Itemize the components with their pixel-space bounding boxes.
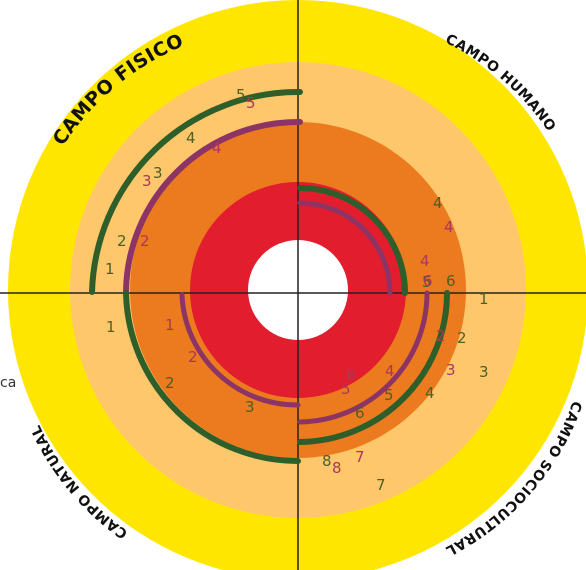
green-arc-humano bbox=[297, 185, 408, 296]
number-label: 7 bbox=[376, 476, 386, 494]
number-label: 4 bbox=[433, 194, 443, 212]
number-label: 3 bbox=[479, 363, 489, 381]
number-label: 1 bbox=[165, 316, 175, 334]
number-label: 4 bbox=[425, 384, 435, 402]
number-label: 2 bbox=[117, 232, 127, 250]
number-label: 1 bbox=[105, 260, 115, 278]
green-arc-sociocultural bbox=[297, 290, 450, 445]
number-label: 2 bbox=[436, 327, 446, 345]
number-label: 8 bbox=[322, 452, 332, 470]
number-label: 5 bbox=[422, 273, 432, 291]
number-label: 4 bbox=[212, 139, 222, 157]
number-label: 3 bbox=[446, 361, 456, 379]
number-label: 3 bbox=[142, 172, 152, 190]
number-label: 8 bbox=[332, 459, 342, 477]
number-label: 4 bbox=[385, 362, 395, 380]
number-label: 6 bbox=[423, 272, 433, 290]
purple-arc-fisico bbox=[123, 118, 303, 295]
number-label: 1 bbox=[479, 290, 489, 308]
edge-text-fragment: ca bbox=[0, 375, 16, 391]
number-label: 4 bbox=[186, 129, 196, 147]
number-label: 5 bbox=[384, 386, 394, 404]
number-label: 6 bbox=[446, 272, 456, 290]
green-arc-fisico bbox=[89, 88, 303, 295]
number-label: 2 bbox=[165, 374, 175, 392]
purple-arc-natural bbox=[179, 292, 301, 408]
number-label: 5 bbox=[341, 380, 351, 398]
number-label: 6 bbox=[355, 404, 365, 422]
number-label: 4 bbox=[420, 252, 430, 270]
number-label: 6 bbox=[346, 366, 356, 384]
number-label: 5 bbox=[236, 86, 246, 104]
number-label: 7 bbox=[355, 448, 365, 466]
purple-arc-sociocultural bbox=[297, 290, 430, 425]
number-label: 4 bbox=[444, 218, 454, 236]
number-label: 5 bbox=[246, 94, 256, 112]
number-label: 2 bbox=[457, 329, 467, 347]
number-label: 2 bbox=[188, 348, 198, 366]
number-label: 3 bbox=[153, 164, 163, 182]
green-arc-natural bbox=[123, 290, 301, 464]
purple-arc-humano bbox=[297, 200, 393, 296]
number-label: 1 bbox=[106, 318, 116, 336]
number-label: 3 bbox=[245, 398, 255, 416]
number-label: 2 bbox=[140, 232, 150, 250]
